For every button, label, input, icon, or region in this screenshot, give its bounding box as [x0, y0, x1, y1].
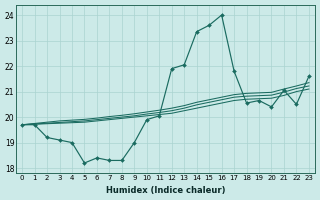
X-axis label: Humidex (Indice chaleur): Humidex (Indice chaleur): [106, 186, 225, 195]
